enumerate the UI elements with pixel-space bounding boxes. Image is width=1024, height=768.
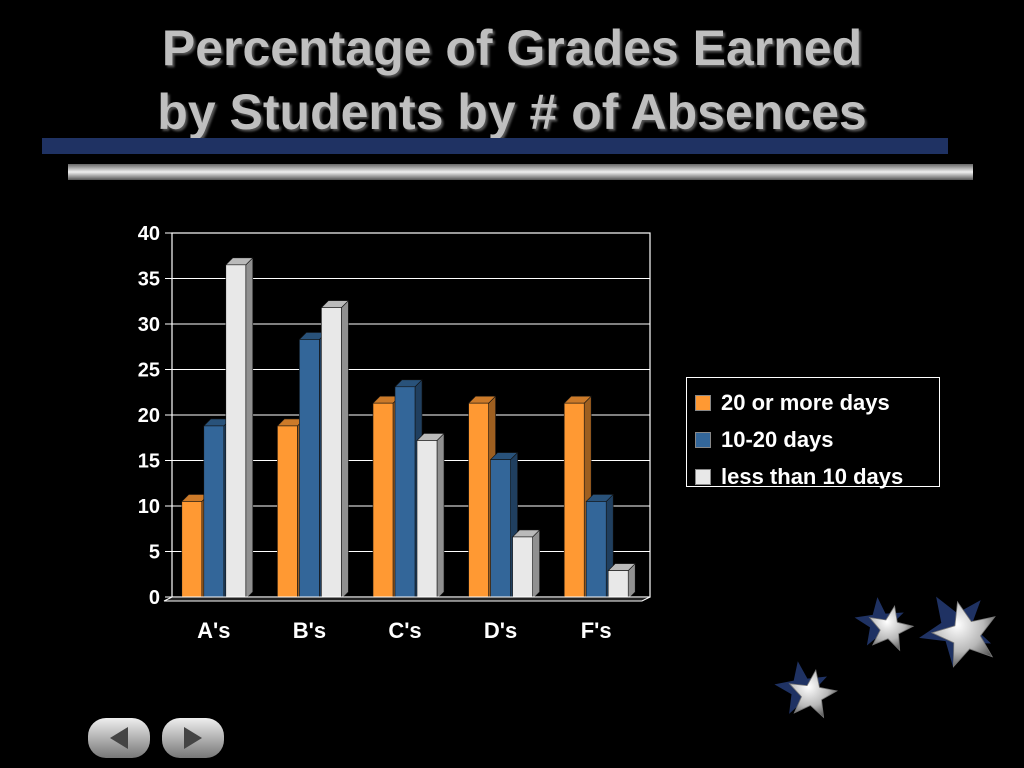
title-line-1: Percentage of Grades Earned <box>161 20 863 76</box>
chart-legend: 20 or more days 10-20 days less than 10 … <box>686 377 940 489</box>
bar-side <box>436 432 445 600</box>
y-tick-label: 35 <box>138 269 160 291</box>
y-tick-label: 15 <box>138 451 160 473</box>
bar-front <box>372 402 394 600</box>
y-tick-label: 5 <box>149 542 160 564</box>
bar-side <box>245 257 254 600</box>
chart-bars <box>181 257 636 600</box>
legend-swatch-20-plus <box>695 394 711 411</box>
x-tick-label: D's <box>484 618 517 643</box>
y-tick-label: 40 <box>138 223 160 245</box>
title-underline-silver <box>68 164 973 180</box>
legend-swatch-less-10 <box>695 468 711 485</box>
star-shape <box>930 600 996 668</box>
legend-item-20-plus: 20 or more days <box>695 384 931 421</box>
y-tick-label: 20 <box>138 405 160 427</box>
bar-front <box>416 440 438 600</box>
bar-front <box>394 386 416 600</box>
bar-front <box>299 339 320 600</box>
star-shape <box>788 668 839 719</box>
left-arrow-icon <box>110 727 128 749</box>
legend-swatch-10-20 <box>695 431 711 448</box>
legend-item-10-20: 10-20 days <box>695 421 931 458</box>
chart-axes <box>163 232 651 602</box>
bar-front <box>490 459 511 600</box>
stars-icon <box>774 596 996 719</box>
bar <box>225 257 254 600</box>
title-line-2: by Students by # of Absences <box>157 84 867 140</box>
bar <box>416 432 445 600</box>
legend-item-less-10: less than 10 days <box>695 458 931 495</box>
legend-label-less-10: less than 10 days <box>721 463 904 489</box>
bar-front <box>607 570 629 600</box>
y-tick-label: 25 <box>138 360 160 382</box>
bar <box>607 562 636 600</box>
previous-slide-button[interactable] <box>88 718 150 758</box>
bar-front <box>563 402 585 600</box>
legend-label-10-20: 10-20 days <box>721 426 834 452</box>
slide-title: Percentage of Grades Earned by Students … <box>0 16 1024 144</box>
legend-label-20-plus: 20 or more days <box>721 389 890 415</box>
bar-front <box>468 402 489 600</box>
title-underline-navy <box>42 138 948 154</box>
star-shape <box>868 604 915 652</box>
bar-side <box>532 529 540 600</box>
chart-labels: 0 5 10 15 20 25 30 35 40 A's B's C's D's F's <box>138 223 612 643</box>
x-tick-label: B's <box>293 618 326 643</box>
x-tick-label: C's <box>388 618 421 643</box>
x-tick-label: A's <box>197 618 230 643</box>
chart-floor <box>163 596 651 602</box>
bar-front <box>203 425 225 600</box>
bar <box>320 299 350 600</box>
right-arrow-icon <box>184 727 202 749</box>
bar-front <box>225 264 247 600</box>
y-tick-label: 0 <box>149 587 160 609</box>
bar-front <box>585 501 607 600</box>
next-slide-button[interactable] <box>162 718 224 758</box>
bar-front <box>181 501 203 600</box>
bar <box>511 529 541 600</box>
bar-front <box>321 307 342 600</box>
y-tick-label: 30 <box>138 314 160 336</box>
x-tick-label: F's <box>581 618 612 643</box>
y-tick-label: 10 <box>138 496 160 518</box>
bar-front <box>512 536 533 600</box>
bar-side <box>341 299 349 600</box>
bar-front <box>277 425 298 600</box>
